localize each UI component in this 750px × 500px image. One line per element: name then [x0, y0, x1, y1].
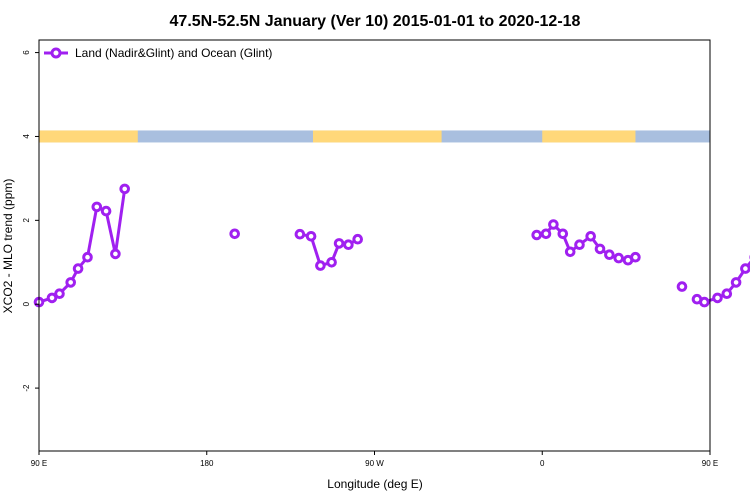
x-tick-label: 180: [200, 459, 214, 468]
x-tick-label: 90 E: [702, 459, 718, 468]
land-band-segment: [312, 130, 442, 143]
data-point: [712, 292, 723, 304]
land-band-segment: [39, 130, 138, 143]
y-axis: -2 0 2 4 6: [22, 50, 39, 392]
x-tick-label: 0: [540, 459, 545, 468]
data-point: [343, 239, 354, 250]
y-tick-label: 0: [22, 301, 31, 306]
land-ocean-band: [39, 130, 710, 143]
data-point: [540, 228, 552, 240]
data-point: [315, 260, 326, 271]
data-point: [548, 219, 559, 230]
data-point: [326, 257, 337, 268]
data-point: [630, 251, 641, 263]
plot-frame: [38, 39, 711, 452]
data-point: [305, 231, 317, 242]
land-band-segment: [542, 130, 636, 143]
data-point: [740, 263, 750, 274]
data-point: [352, 233, 364, 245]
data-point: [564, 246, 576, 258]
series-line: [38, 188, 127, 304]
data-point: [229, 228, 240, 240]
data-point: [54, 288, 65, 300]
data-point: [333, 238, 345, 249]
data-point: [613, 252, 625, 264]
data-point: [676, 281, 688, 292]
data-point: [72, 263, 84, 274]
data-point: [119, 183, 130, 195]
series-layer: [33, 183, 750, 308]
y-tick-label: 4: [22, 134, 31, 139]
data-point: [699, 296, 710, 308]
data-point: [294, 228, 306, 240]
data-point: [574, 239, 585, 250]
data-point: [557, 228, 569, 240]
data-point: [91, 201, 103, 213]
legend-label: Land (Nadir&Glint) and Ocean (Glint): [75, 46, 272, 60]
data-point: [531, 229, 543, 241]
x-tick-label: 90 E: [31, 459, 47, 468]
data-point: [585, 231, 597, 242]
legend-marker-swatch: [50, 47, 62, 59]
x-axis-label: Longitude (deg E): [327, 477, 422, 491]
data-point: [82, 251, 93, 263]
y-axis-label: XCO2 - MLO trend (ppm): [1, 179, 15, 314]
x-tick-label: 90 W: [365, 459, 384, 468]
data-point: [46, 292, 58, 304]
legend: Land (Nadir&Glint) and Ocean (Glint): [44, 46, 272, 60]
x-axis: 90 E 180 90 W 0 90 E: [31, 451, 718, 468]
data-point: [730, 277, 742, 288]
y-tick-label: -2: [22, 384, 31, 392]
y-tick-label: 6: [22, 50, 31, 55]
data-point: [110, 248, 121, 260]
data-point: [721, 288, 733, 300]
data-point: [100, 205, 112, 217]
chart-title: 47.5N-52.5N January (Ver 10) 2015-01-01 …: [170, 13, 581, 30]
data-point: [594, 243, 606, 255]
data-point: [604, 249, 615, 260]
data-point: [65, 277, 76, 288]
series-line: [696, 260, 750, 304]
y-tick-label: 2: [22, 218, 31, 223]
